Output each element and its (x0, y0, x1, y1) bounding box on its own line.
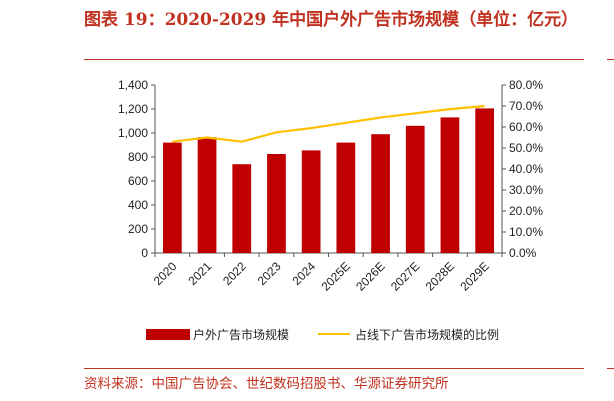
x-tick-label: 2020 (151, 259, 180, 288)
y-right-tick-label: 10.0% (509, 225, 543, 239)
x-tick-label: 2025E (319, 259, 353, 293)
legend-label-bar: 户外广告市场规模 (193, 327, 289, 342)
bar (475, 108, 495, 254)
y-left-tick-label: 200 (128, 222, 148, 236)
bar (267, 154, 286, 253)
y-left-tick-label: 800 (128, 150, 148, 164)
legend-swatch-bar (146, 329, 190, 340)
page-edge-rule (607, 368, 614, 369)
y-right-tick-label: 50.0% (509, 141, 543, 155)
y-right-tick-label: 30.0% (509, 183, 543, 197)
x-tick-label: 2024 (289, 259, 318, 288)
bar (440, 117, 460, 254)
y-right-tick-label: 40.0% (509, 162, 543, 176)
bar-series (162, 108, 495, 254)
figure-title: 图表 19：2020-2029 年中国户外广告市场规模（单位：亿元） (84, 10, 579, 30)
bar (162, 142, 182, 253)
x-tick-label: 2022 (220, 259, 249, 288)
bar (336, 142, 356, 253)
y-left-tick-label: 1,000 (118, 126, 148, 140)
y-left-tick-label: 0 (141, 246, 148, 260)
bar (371, 134, 390, 253)
bar (301, 150, 321, 253)
x-tick-label: 2026E (353, 259, 387, 293)
legend-label-line: 占线下广告市场规模的比例 (355, 327, 499, 342)
y-right-tick-label: 70.0% (509, 99, 543, 113)
x-tick-label: 2029E (457, 259, 491, 293)
y-left-tick-label: 600 (128, 174, 148, 188)
series-line (172, 104, 485, 143)
y-left-tick-label: 1,400 (118, 78, 148, 92)
line-series (172, 104, 485, 143)
y-right-tick-label: 80.0% (509, 78, 543, 92)
page-edge (607, 0, 614, 401)
x-tick-label: 2027E (388, 259, 422, 293)
page-edge-rule (607, 59, 614, 60)
x-tick-label: 2028E (423, 259, 457, 293)
y-right-tick-label: 20.0% (509, 204, 543, 218)
bar (405, 125, 425, 253)
bar (232, 164, 252, 253)
x-tick-label: 2023 (255, 259, 284, 288)
source-rule (84, 368, 584, 369)
y-right-tick-label: 0.0% (509, 246, 537, 260)
title-rule (84, 59, 584, 60)
y-left-tick-label: 400 (128, 198, 148, 212)
x-tick-label: 2021 (185, 259, 214, 288)
bar (197, 137, 217, 253)
y-left-tick-label: 1,200 (118, 102, 148, 116)
legend: 户外广告市场规模 占线下广告市场规模的比例 (146, 327, 499, 342)
source-note: 资料来源：中国广告协会、世纪数码招股书、华源证券研究所 (84, 376, 449, 392)
y-right-tick-label: 60.0% (509, 120, 543, 134)
